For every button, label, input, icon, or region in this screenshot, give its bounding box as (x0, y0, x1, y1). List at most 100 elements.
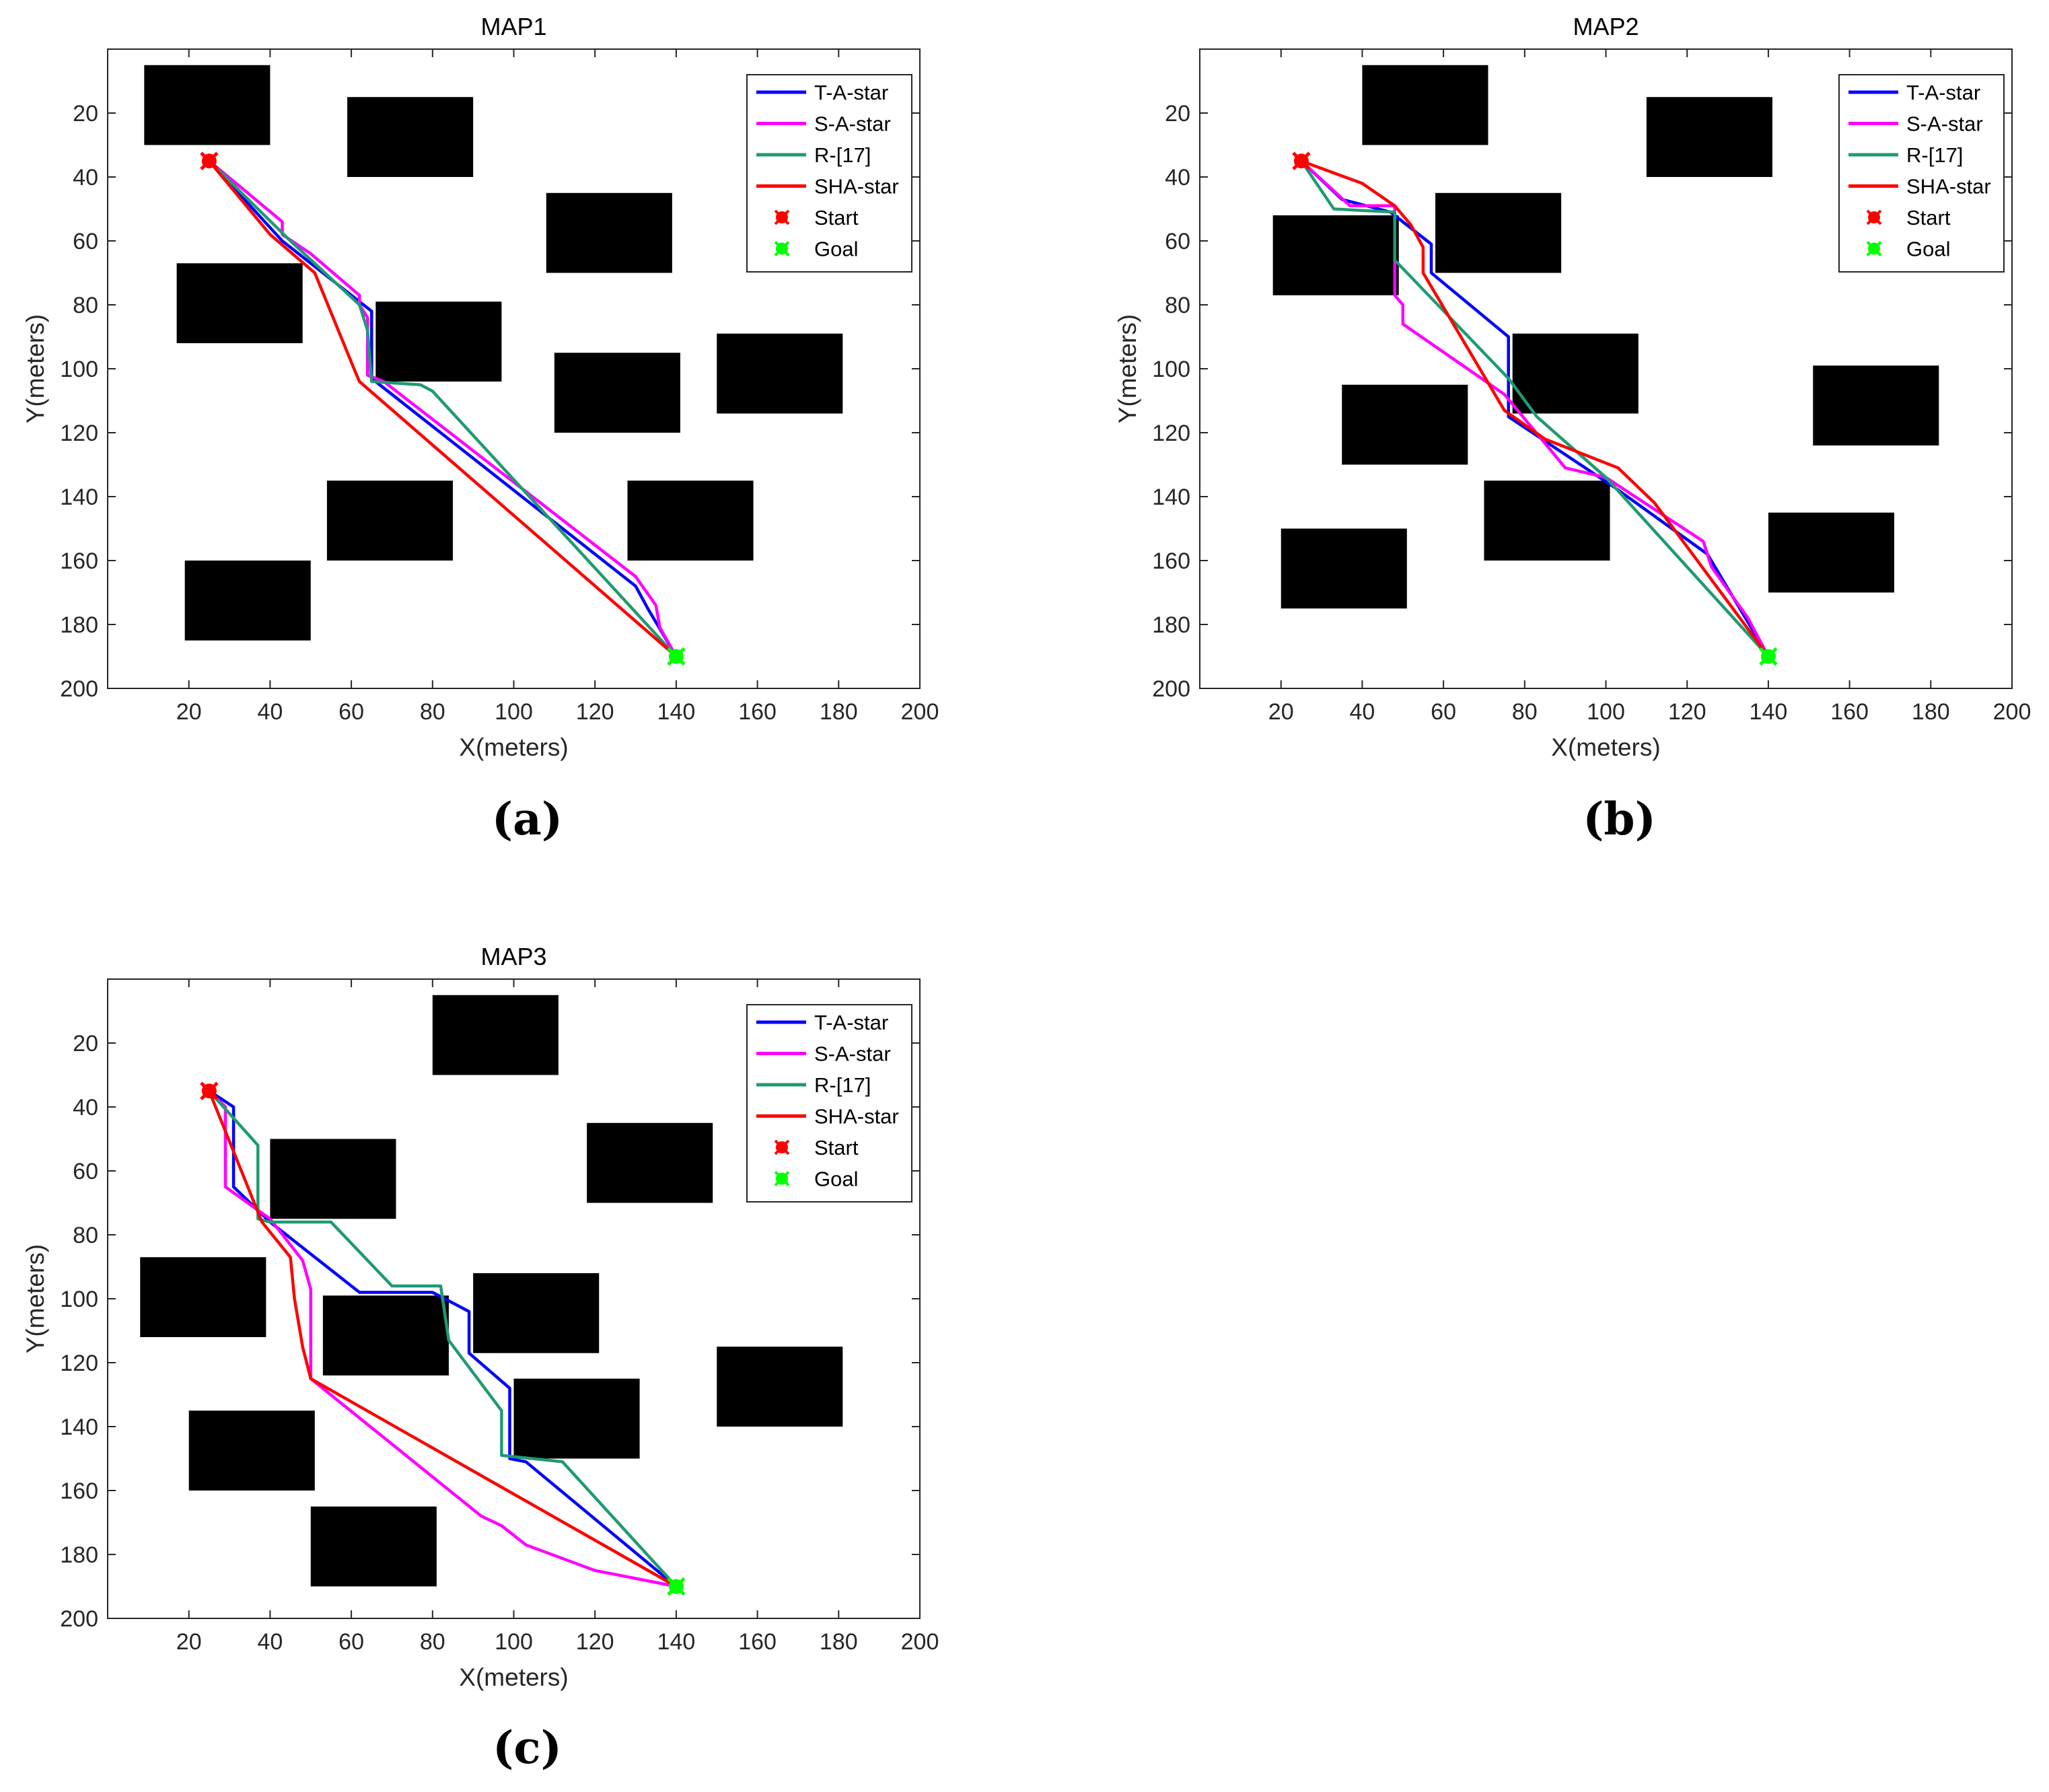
obstacle (1281, 528, 1407, 609)
legend-box (746, 1004, 912, 1203)
legend-item: Start (1866, 206, 1951, 229)
y-tick-label: 120 (60, 1351, 98, 1376)
x-tick-label: 60 (338, 1629, 364, 1655)
obstacle (1272, 215, 1399, 295)
legend-label: S-A-star (1906, 112, 1983, 136)
y-axis-label: Y(meters) (22, 314, 49, 423)
obstacle (587, 1122, 713, 1203)
x-tick-label: 140 (657, 699, 696, 725)
obstacle (347, 97, 474, 177)
x-tick-label: 200 (901, 1629, 939, 1655)
start-marker-cross (1292, 151, 1311, 171)
x-tick-label: 160 (1830, 699, 1869, 725)
legend-item: Goal (774, 238, 858, 261)
series-line-r-17 (207, 1089, 678, 1588)
obstacle (432, 995, 559, 1075)
x-tick-label: 180 (820, 699, 858, 725)
chart-panel-1: 20 40 60 80 100 120 140 160 180 200 20 40 60 80 100 120… (22, 13, 939, 845)
obstacle (717, 333, 843, 414)
legend-item: R-[17] (1848, 143, 1963, 167)
series-line-sha-star (207, 1089, 678, 1588)
legend-item: Start (774, 1136, 859, 1159)
legend-item: T-A-star (1848, 81, 1980, 104)
x-tick-label: 80 (1512, 699, 1538, 725)
legend-item: SHA-star (756, 1105, 899, 1128)
goal-marker (667, 647, 686, 666)
y-tick-label: 200 (1152, 676, 1190, 702)
legend-marker-cross (774, 241, 790, 256)
x-tick-label: 80 (420, 1629, 445, 1655)
y-axis-label: Y(meters) (22, 1244, 49, 1353)
x-tick-label: 20 (176, 1629, 202, 1655)
chart-panel-3: 20 40 60 80 100 120 140 160 180 200 20 40 60 80 100 120… (22, 943, 939, 1774)
legend-marker-cross (1866, 241, 1882, 256)
legend-box (1838, 74, 2005, 273)
legend-label: Start (814, 206, 859, 229)
y-tick-label: 80 (73, 1223, 98, 1248)
x-axis-label: X(meters) (1551, 733, 1660, 761)
x-tick-label: 80 (420, 699, 445, 725)
x-tick-label: 20 (176, 699, 202, 725)
start-marker (200, 1081, 219, 1101)
obstacle (1435, 192, 1562, 273)
y-tick-label: 80 (1165, 293, 1190, 318)
start-marker-cross (200, 151, 219, 171)
obstacle (310, 1506, 437, 1587)
obstacle (1512, 333, 1639, 414)
x-tick-label: 100 (495, 1629, 533, 1655)
obstacle (1362, 65, 1488, 145)
obstacle (627, 480, 754, 561)
chart-title: MAP2 (1573, 13, 1639, 40)
x-tick-label: 100 (1587, 699, 1625, 725)
x-tick-label: 160 (738, 1629, 777, 1655)
legend-label: Start (814, 1136, 859, 1159)
x-tick-label: 20 (1268, 699, 1294, 725)
legend-label: S-A-star (814, 1042, 891, 1066)
x-tick-label: 140 (1750, 699, 1788, 725)
y-tick-label: 20 (1165, 101, 1190, 127)
y-tick-label: 180 (1152, 612, 1190, 638)
obstacle (326, 480, 453, 561)
panel-label: (a) (492, 793, 563, 845)
legend-label: Goal (814, 238, 858, 261)
obstacle (322, 1295, 449, 1375)
legend-label: S-A-star (814, 112, 891, 136)
goal-marker (667, 1577, 686, 1596)
legend-label: SHA-star (814, 175, 899, 199)
legend-label: R-[17] (1906, 143, 1963, 167)
goal-marker (1759, 647, 1778, 666)
obstacle (188, 1410, 315, 1491)
chart-title: MAP1 (480, 13, 546, 40)
obstacle (375, 301, 502, 382)
obstacle (144, 65, 271, 145)
legend-item: Start (774, 206, 859, 229)
y-tick-label: 40 (73, 1095, 98, 1120)
series-line-sha-star (1299, 159, 1770, 658)
x-tick-label: 180 (820, 1629, 858, 1655)
legend-label: Start (1906, 206, 1951, 229)
x-tick-label: 180 (1912, 699, 1950, 725)
y-tick-label: 80 (73, 293, 98, 318)
legend-item: Goal (1866, 238, 1950, 261)
y-tick-label: 60 (73, 229, 98, 254)
legend-item: R-[17] (756, 1073, 871, 1097)
series-line-sha-star (207, 159, 678, 658)
legend-label: R-[17] (814, 143, 871, 167)
x-axis-label: X(meters) (459, 1663, 568, 1691)
legend-label: SHA-star (814, 1105, 899, 1128)
legend-label: T-A-star (814, 1011, 888, 1034)
goal-marker-cross (667, 647, 686, 666)
x-tick-label: 60 (338, 699, 364, 725)
y-axis-label: Y(meters) (1114, 314, 1141, 423)
y-tick-label: 100 (60, 357, 98, 382)
x-tick-label: 40 (257, 1629, 283, 1655)
goal-marker-cross (1759, 647, 1778, 666)
obstacle (184, 561, 311, 641)
y-tick-label: 60 (1165, 229, 1190, 254)
obstacle (270, 1139, 396, 1219)
y-tick-label: 120 (60, 421, 98, 446)
y-tick-label: 140 (60, 485, 98, 510)
x-tick-label: 40 (1349, 699, 1375, 725)
x-tick-label: 160 (738, 699, 777, 725)
legend-label: R-[17] (814, 1073, 871, 1097)
